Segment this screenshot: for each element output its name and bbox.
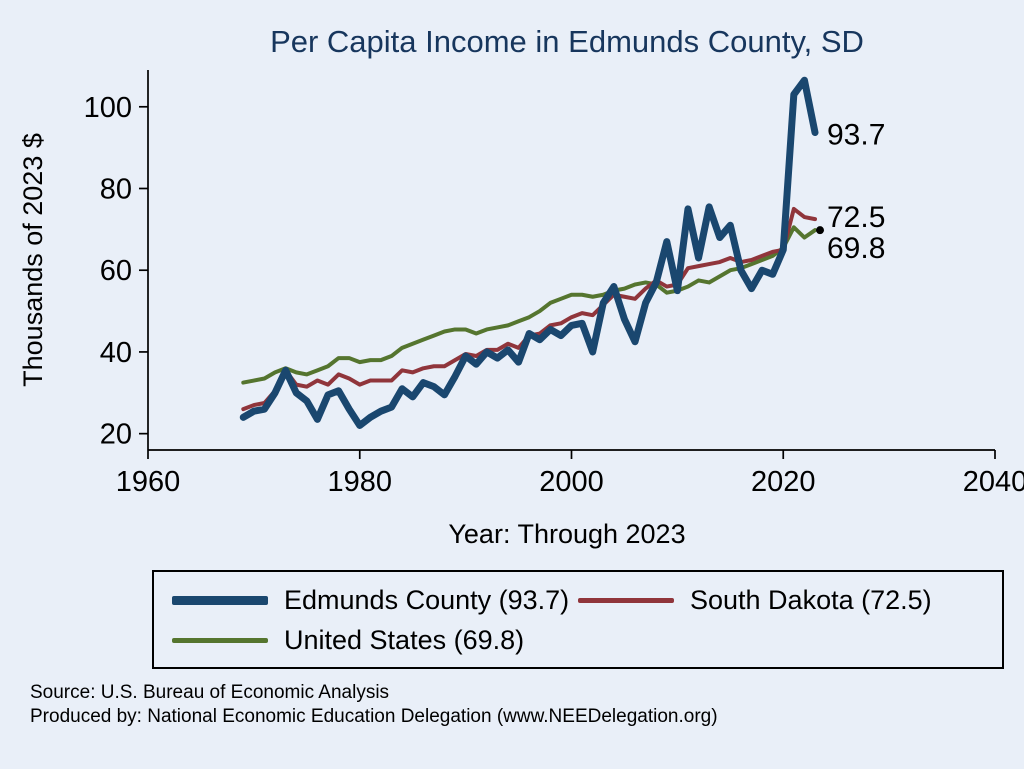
svg-text:20: 20 [100, 419, 132, 451]
svg-text:100: 100 [84, 92, 132, 124]
legend: Edmunds County (93.7) South Dakota (72.5… [152, 570, 1004, 669]
produced-by-line: Produced by: National Economic Education… [30, 705, 718, 727]
united-states-line-swatch [172, 638, 268, 644]
legend-item-united-states: United States (69.8) [172, 624, 578, 656]
legend-label-united-states: United States (69.8) [284, 625, 525, 656]
svg-text:2000: 2000 [539, 466, 604, 498]
svg-text:72.5: 72.5 [827, 201, 885, 234]
south-dakota-line-swatch [578, 597, 674, 603]
legend-item-edmunds-county: Edmunds County (93.7) [172, 584, 578, 616]
legend-item-south-dakota: South Dakota (72.5) [578, 584, 984, 616]
source-line: Source: U.S. Bureau of Economic Analysis [30, 681, 390, 703]
svg-text:80: 80 [100, 173, 132, 205]
svg-text:2040: 2040 [963, 466, 1024, 498]
svg-text:1960: 1960 [116, 466, 181, 498]
svg-text:1980: 1980 [327, 466, 392, 498]
svg-text:93.7: 93.7 [827, 119, 885, 152]
source-note: Source: U.S. Bureau of Economic Analysis… [30, 681, 1024, 729]
svg-text:40: 40 [100, 337, 132, 369]
legend-label-south-dakota: South Dakota (72.5) [690, 585, 932, 615]
chart-title: Per Capita Income in Edmunds County, SD [270, 24, 864, 59]
x-axis-title: Year: Through 2023 [448, 519, 686, 549]
edmunds-county-line-swatch [172, 595, 268, 605]
svg-text:69.8: 69.8 [827, 232, 885, 265]
legend-label-edmunds-county: Edmunds County (93.7) [284, 585, 570, 615]
svg-text:2020: 2020 [751, 466, 816, 498]
y-axis-title: Thousands of 2023 $ [18, 133, 48, 387]
svg-text:60: 60 [100, 255, 132, 287]
